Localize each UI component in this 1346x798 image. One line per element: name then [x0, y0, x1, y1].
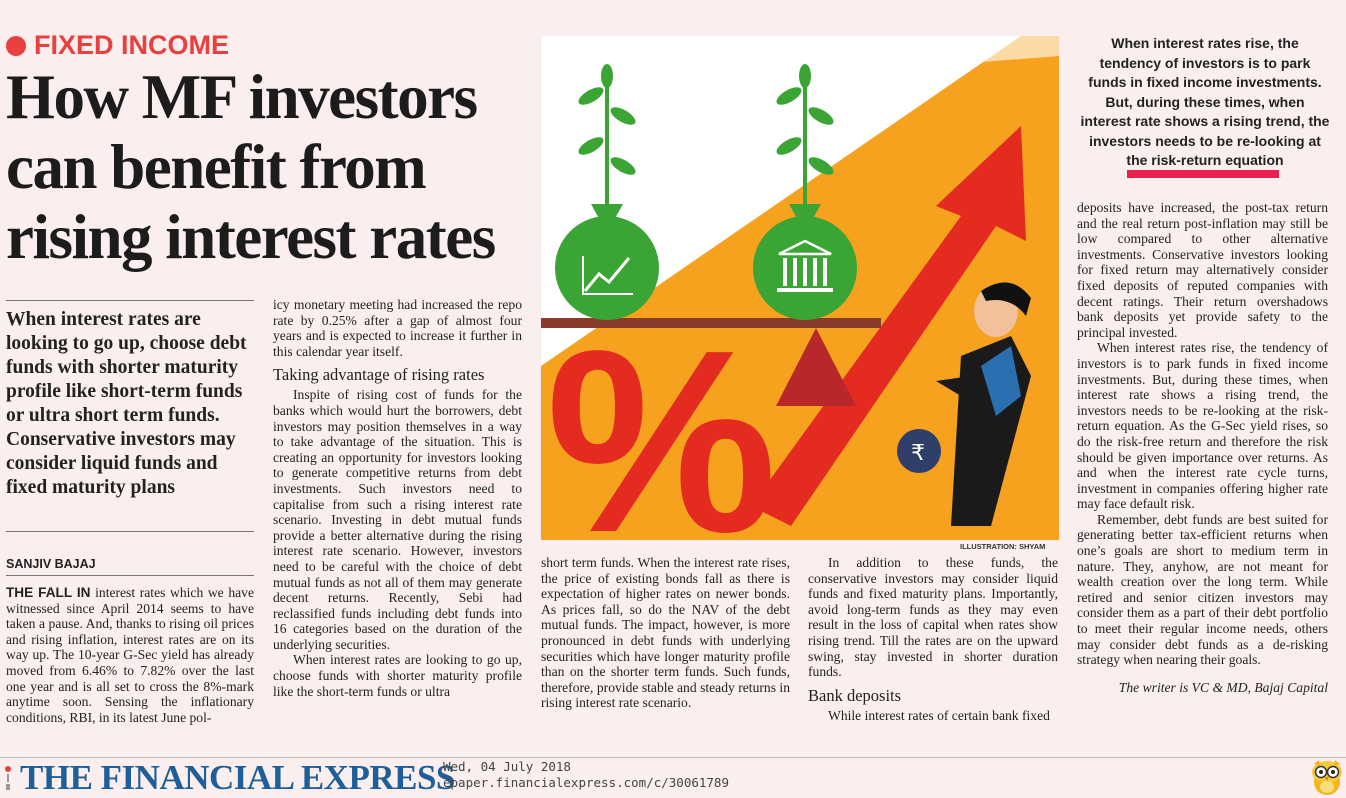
- body-text: deposits have increased, the post-tax re…: [1077, 200, 1328, 340]
- divider: [6, 531, 254, 532]
- body-text: In addition to these funds, the conserva…: [808, 555, 1058, 680]
- body-text: icy monetary meeting had increased the r…: [273, 297, 522, 359]
- edition-date: Wed, 04 July 2018: [443, 759, 571, 774]
- rupee-bag-icon: ₹: [897, 429, 941, 473]
- publication-logo[interactable]: THE FINANCIAL EXPRESS: [20, 758, 455, 797]
- epaper-url[interactable]: epaper.financialexpress.com/c/30061789: [443, 775, 729, 790]
- column-2: icy monetary meeting had increased the r…: [273, 297, 522, 699]
- divider: [6, 575, 254, 576]
- divider: [6, 300, 254, 301]
- body-text: Inspite of rising cost of funds for the …: [273, 387, 522, 652]
- body-text: When interest rates rise, the tendency o…: [1077, 340, 1328, 512]
- body-text: When interest rates are looking to go up…: [273, 652, 522, 699]
- footer-divider: [0, 757, 1346, 758]
- rupee-symbol: ₹: [911, 441, 925, 466]
- headline: How MF investors can benefit from rising…: [6, 62, 496, 272]
- logo-mark-icon: [5, 766, 11, 790]
- illustration-credit: ILLUSTRATION: SHYAM: [960, 542, 1046, 551]
- illustration: % ₹: [541, 36, 1059, 540]
- subhead: Taking advantage of rising rates: [273, 365, 485, 385]
- edition-info: Wed, 04 July 2018 epaper.financialexpres…: [443, 759, 729, 791]
- pull-quote-bar: [1127, 170, 1279, 178]
- subhead: Bank deposits: [808, 685, 902, 705]
- body-text: interest rates which we have witnessed s…: [6, 585, 254, 725]
- author-note: The writer is VC & MD, Bajaj Capital: [1118, 679, 1328, 695]
- bullet-icon: [6, 35, 26, 56]
- lead-in: THE FALL IN: [6, 585, 91, 600]
- section-kicker: FIXED INCOME: [6, 30, 229, 61]
- pull-quote: When interest rates rise, the tendency o…: [1080, 35, 1330, 168]
- kicker-label: FIXED INCOME: [34, 30, 230, 60]
- owl-icon[interactable]: [1310, 758, 1344, 796]
- body-text: While interest rates of certain bank fix…: [828, 707, 1050, 723]
- column-3: short term funds. When the interest rate…: [541, 555, 790, 711]
- investor-figure: [936, 282, 1031, 526]
- growth-chart-icon: [555, 64, 659, 320]
- bank-icon: [753, 64, 857, 320]
- byline: SANJIV BAJAJ: [6, 557, 96, 571]
- column-4: In addition to these funds, the conserva…: [808, 555, 1058, 723]
- column-1: THE FALL IN interest rates which we have…: [6, 585, 254, 725]
- deck: When interest rates are looking to go up…: [6, 309, 247, 498]
- body-text: short term funds. When the interest rate…: [541, 555, 790, 711]
- body-text: Remember, debt funds are best suited for…: [1077, 511, 1328, 668]
- column-5: deposits have increased, the post-tax re…: [1077, 200, 1328, 695]
- percent-symbol: %: [546, 297, 777, 540]
